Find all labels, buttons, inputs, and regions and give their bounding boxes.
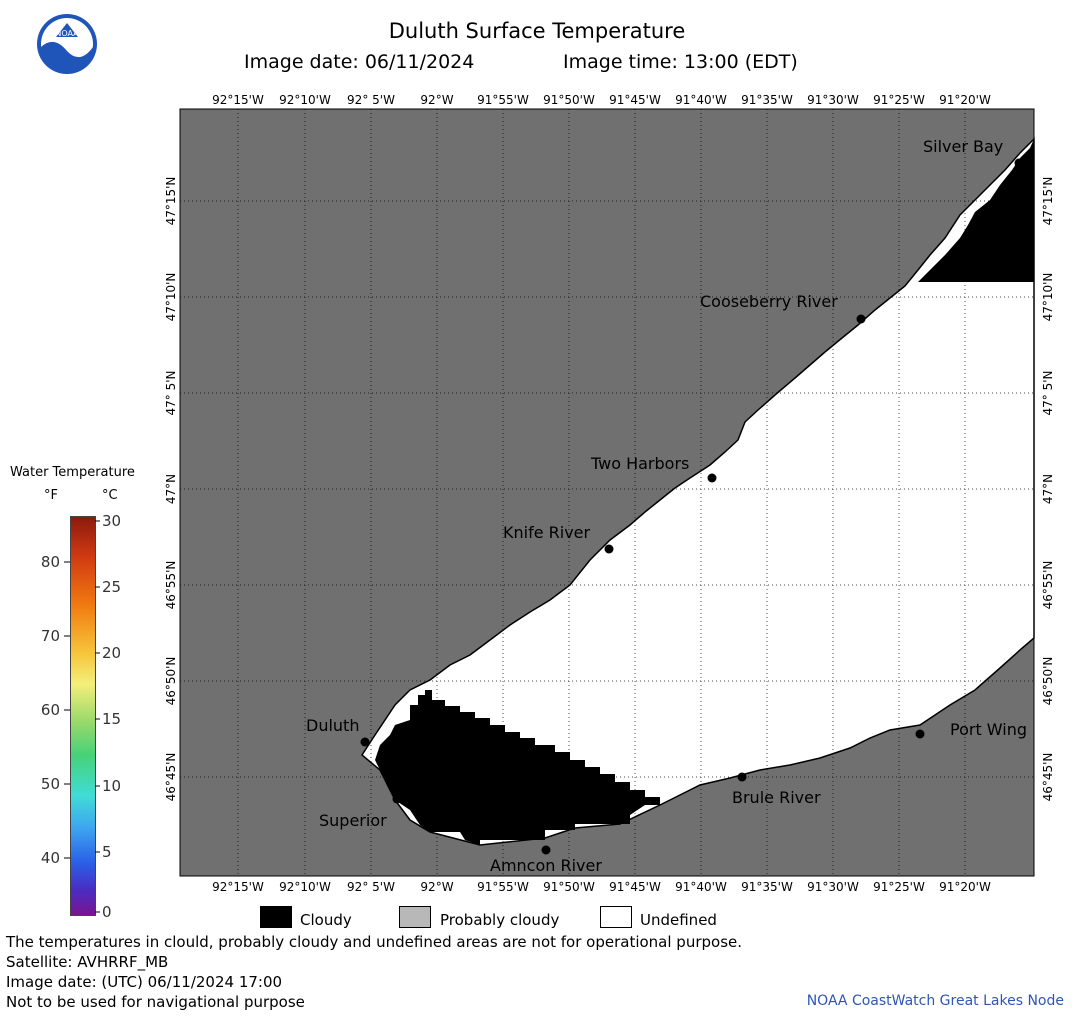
lon-label-top: 91°45'W: [609, 93, 661, 107]
lon-label-top: 91°55'W: [477, 93, 529, 107]
place-label-brule-river: Brule River: [732, 788, 821, 807]
lon-label-top: 91°50'W: [543, 93, 595, 107]
lon-label-bottom: 91°20'W: [939, 880, 991, 894]
lon-label-top: 91°35'W: [741, 93, 793, 107]
colorbar-unit-fahrenheit: °F: [44, 488, 58, 503]
footer-credit-link[interactable]: NOAA CoastWatch Great Lakes Node: [806, 993, 1064, 1009]
legend-label-probably-cloudy: Probably cloudy: [440, 911, 560, 929]
legend-swatch-undefined: [600, 906, 632, 928]
legend-swatch-probably-cloudy: [399, 906, 431, 928]
legend-label-undefined: Undefined: [640, 911, 717, 929]
place-label-knife-river: Knife River: [503, 523, 591, 542]
cloudy-area-southwest: [375, 690, 660, 845]
place-marker-amnicon-river: [541, 845, 551, 855]
lon-label-bottom: 92°W: [420, 880, 453, 894]
footer-navigation-warning: Not to be used for navigational purpose: [6, 993, 305, 1011]
lon-label-bottom: 91°40'W: [675, 880, 727, 894]
place-label-port-wing: Port Wing: [950, 720, 1027, 739]
lat-label-right: 47°10'N: [1041, 273, 1055, 322]
lat-label-right: 47°N: [1041, 474, 1055, 504]
lat-label-left: 47°N: [164, 474, 178, 504]
colorbar-c-tick: 10: [102, 777, 121, 795]
lon-label-bottom: 91°35'W: [741, 880, 793, 894]
colorbar-c-tick: 15: [102, 710, 121, 728]
colorbar-f-tick: 60: [41, 701, 60, 719]
image-time: Image time: 13:00 (EDT): [563, 51, 798, 73]
colorbar-unit-celsius: °C: [102, 488, 118, 503]
lon-label-top: 91°25'W: [873, 93, 925, 107]
place-marker-silver-bay: [1014, 158, 1024, 168]
place-label-amnicon-river: Amncon River: [490, 856, 602, 875]
place-label-duluth: Duluth: [306, 716, 359, 735]
page-title: Duluth Surface Temperature: [388, 19, 686, 43]
lon-label-top: 92° 5'W: [347, 93, 395, 107]
lon-label-top: 91°40'W: [675, 93, 727, 107]
colorbar-ticks: 80 70 60 50 40 30 25 20 15 10 5 0: [41, 512, 121, 921]
lon-label-bottom: 91°30'W: [807, 880, 859, 894]
colorbar-c-tick: 25: [102, 578, 121, 596]
place-marker-port-wing: [915, 729, 925, 739]
map-frame: [179, 108, 1035, 877]
place-marker-gooseberry-river: [856, 314, 866, 324]
footer-satellite: Satellite: AVHRRF_MB: [6, 953, 169, 971]
colorbar-gradient: [70, 516, 96, 916]
place-label-superior: Superior: [319, 811, 387, 830]
lon-label-top: 92°W: [420, 93, 453, 107]
image-date: Image date: 06/11/2024: [244, 51, 475, 73]
lat-label-left: 46°50'N: [164, 657, 178, 706]
lat-label-right: 47°15'N: [1041, 177, 1055, 226]
colorbar-c-tick: 5: [102, 843, 112, 861]
place-label-two-harbors: Two Harbors: [590, 454, 689, 473]
colorbar-f-tick: 50: [41, 775, 60, 793]
footer-utc-date: Image date: (UTC) 06/11/2024 17:00: [6, 973, 283, 991]
colorbar-title: Water Temperature: [10, 465, 135, 480]
lat-label-left: 47°15'N: [164, 177, 178, 226]
cloudy-area-northeast: [918, 139, 1034, 282]
legend-label-cloudy: Cloudy: [300, 911, 352, 929]
noaa-logo-icon: NOAA: [37, 14, 97, 74]
place-label-gooseberry-river: Cooseberry River: [700, 292, 838, 311]
noaa-logo-text: NOAA: [55, 29, 79, 38]
lat-label-right: 46°50'N: [1041, 657, 1055, 706]
lake-undefined-area: [361, 137, 1035, 846]
lon-label-top: 91°30'W: [807, 93, 859, 107]
colorbar-f-tick: 40: [41, 849, 60, 867]
lat-label-right: 46°55'N: [1041, 561, 1055, 610]
colorbar-f-tick: 80: [41, 553, 60, 571]
lon-label-top: 92°10'W: [279, 93, 331, 107]
lon-label-top: 92°15'W: [212, 93, 264, 107]
lon-label-bottom: 91°50'W: [543, 880, 595, 894]
lon-label-top: 91°20'W: [939, 93, 991, 107]
temperature-map: 92°15'W 92°10'W 92° 5'W 92°W 91°55'W 91°…: [164, 93, 1055, 894]
lon-label-bottom: 92° 5'W: [347, 880, 395, 894]
lat-label-right: 46°45'N: [1041, 753, 1055, 802]
lat-label-left: 47°10'N: [164, 273, 178, 322]
place-marker-two-harbors: [707, 473, 717, 483]
lat-label-right: 47° 5'N: [1041, 371, 1055, 416]
lon-label-bottom: 92°10'W: [279, 880, 331, 894]
lon-label-bottom: 91°55'W: [477, 880, 529, 894]
footer-disclaimer: The temperatures in clould, probably clo…: [6, 933, 743, 951]
lon-label-bottom: 91°25'W: [873, 880, 925, 894]
colorbar-c-tick: 0: [102, 903, 112, 921]
lat-label-left: 46°55'N: [164, 561, 178, 610]
place-marker-knife-river: [604, 544, 614, 554]
colorbar-c-tick: 30: [102, 512, 121, 530]
colorbar-c-tick: 20: [102, 644, 121, 662]
place-marker-superior: [392, 794, 402, 804]
place-marker-duluth: [360, 737, 370, 747]
lat-label-left: 47° 5'N: [164, 371, 178, 416]
lon-label-bottom: 91°45'W: [609, 880, 661, 894]
lat-label-left: 46°45'N: [164, 753, 178, 802]
place-marker-brule-river: [737, 772, 747, 782]
place-label-silver-bay: Silver Bay: [923, 137, 1003, 156]
colorbar-f-tick: 70: [41, 627, 60, 645]
lon-label-bottom: 92°15'W: [212, 880, 264, 894]
legend-swatch-cloudy: [260, 906, 292, 928]
